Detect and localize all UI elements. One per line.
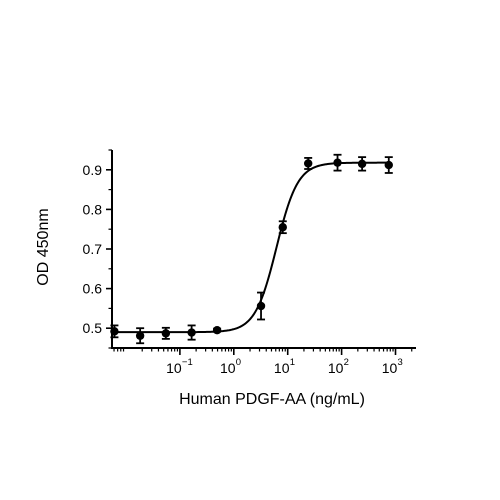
x-tick-exponent: 1 xyxy=(290,357,295,368)
data-point xyxy=(303,159,313,168)
x-tick-exponent: 2 xyxy=(344,357,349,368)
x-tick-exponent: 3 xyxy=(398,357,403,368)
fit-curve xyxy=(114,161,389,334)
axes: 0.50.60.70.80.910 −1 10 0 10 1 10 2 10 3 xyxy=(83,149,416,376)
x-tick-exponent: 0 xyxy=(236,357,241,368)
data-point xyxy=(278,223,287,232)
y-tick-label: 0.9 xyxy=(83,162,103,178)
data-point xyxy=(212,325,222,335)
data-point xyxy=(161,329,171,338)
data-point xyxy=(110,327,119,336)
x-tick-label: 10 xyxy=(328,360,344,376)
data-point xyxy=(135,331,145,340)
y-tick-label: 0.5 xyxy=(83,320,103,336)
x-axis-title: Human PDGF-AA (ng/mL) xyxy=(179,391,365,408)
data-point xyxy=(357,159,367,169)
data-point xyxy=(187,328,196,337)
y-axis-title: OD 450nm xyxy=(35,208,52,285)
x-tick-exponent: −1 xyxy=(182,357,193,368)
data-point xyxy=(333,158,342,167)
data-point xyxy=(384,160,393,170)
y-tick-label: 0.8 xyxy=(83,201,103,217)
y-tick-label: 0.7 xyxy=(83,241,103,257)
x-tick-label: 10 xyxy=(382,360,398,376)
x-tick-label: 10 xyxy=(166,360,182,376)
x-tick-label: 10 xyxy=(220,360,236,376)
x-tick-label: 10 xyxy=(274,360,290,376)
data-point xyxy=(256,301,266,311)
fit-curve-layer xyxy=(114,161,389,334)
data-points-layer xyxy=(110,153,393,345)
y-tick-label: 0.6 xyxy=(83,281,103,297)
